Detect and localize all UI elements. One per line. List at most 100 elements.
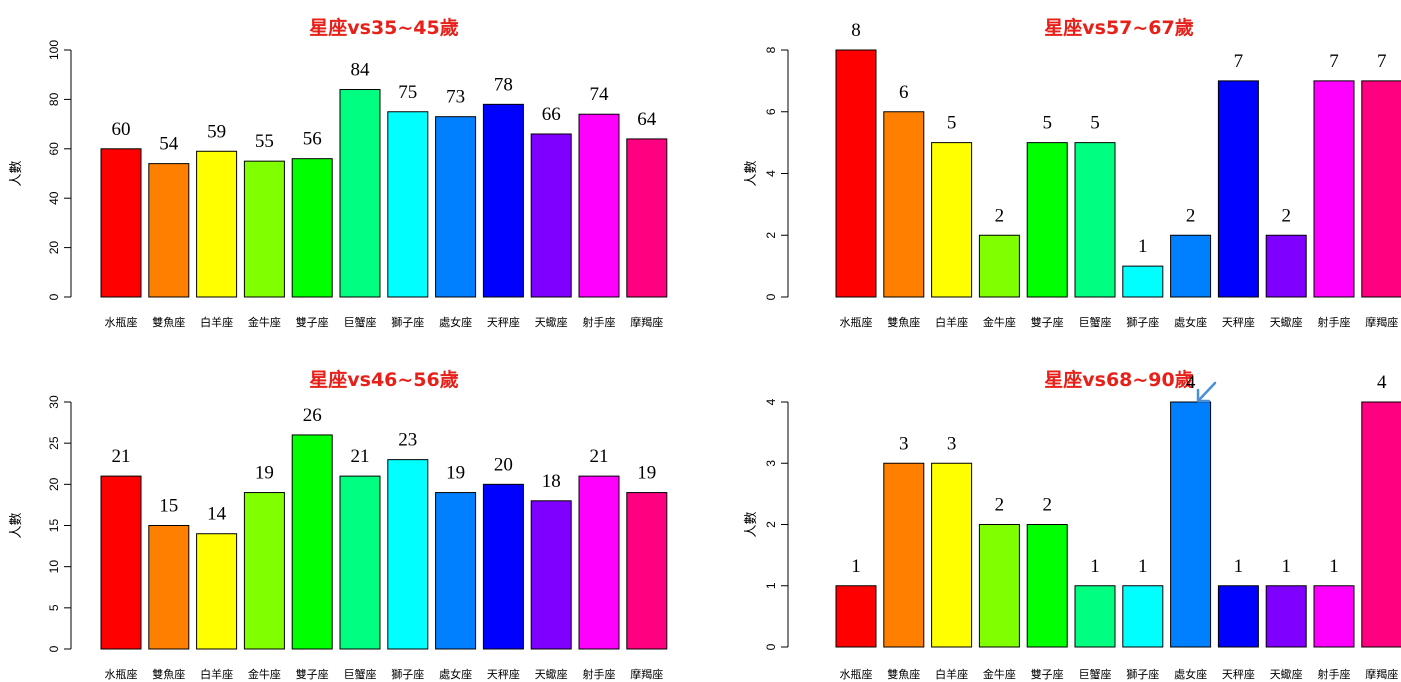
y-tick-label: 80 xyxy=(47,92,61,106)
bar-value-label: 75 xyxy=(398,82,417,103)
bar-value-label: 18 xyxy=(542,471,561,492)
y-tick-label: 0 xyxy=(47,645,61,652)
x-tick-label: 水瓶座 xyxy=(105,667,138,681)
bar-value-label: 1 xyxy=(1138,556,1148,577)
bar-天蠍座 xyxy=(1265,585,1307,648)
y-tick-label: 6 xyxy=(764,108,778,115)
y-tick-label: 4 xyxy=(764,170,778,177)
x-tick-label: 雙子座 xyxy=(1031,667,1064,681)
bar-巨蟹座 xyxy=(1074,585,1116,648)
x-tick-label: 獅子座 xyxy=(1126,315,1159,329)
bar-雙子座 xyxy=(1026,524,1068,648)
bar-水瓶座 xyxy=(100,475,142,650)
bar-value-label: 3 xyxy=(947,433,957,454)
bar-天秤座 xyxy=(482,483,524,650)
bar-雙魚座 xyxy=(148,163,190,298)
x-tick-label: 天蠍座 xyxy=(535,315,568,329)
bar-value-label: 73 xyxy=(446,87,465,108)
bar-金牛座 xyxy=(978,524,1020,648)
x-tick-label: 天秤座 xyxy=(487,315,520,329)
x-tick-label: 雙魚座 xyxy=(887,315,920,329)
bar-value-label: 14 xyxy=(207,504,227,525)
bar-value-label: 26 xyxy=(303,405,322,426)
bar-value-label: 66 xyxy=(542,104,561,125)
x-tick-label: 雙魚座 xyxy=(152,667,185,681)
bar-射手座 xyxy=(1313,80,1355,298)
x-tick-label: 天秤座 xyxy=(1222,315,1255,329)
bar-獅子座 xyxy=(387,111,429,298)
chart-title: 星座vs46~56歲 xyxy=(309,368,459,391)
x-tick-label: 摩羯座 xyxy=(630,667,663,681)
cursor-arrow-icon xyxy=(1196,381,1217,403)
y-tick-label: 2 xyxy=(764,232,778,239)
x-tick-label: 白羊座 xyxy=(200,315,233,329)
x-tick-label: 巨蟹座 xyxy=(1079,315,1112,329)
bar-value-label: 7 xyxy=(1234,51,1244,72)
bar-摩羯座 xyxy=(626,492,668,650)
bar-value-label: 7 xyxy=(1377,51,1387,72)
x-tick-label: 獅子座 xyxy=(1126,667,1159,681)
bar-value-label: 1 xyxy=(1281,556,1291,577)
bar-value-label: 21 xyxy=(590,446,609,467)
x-tick-label: 天蠍座 xyxy=(1270,667,1303,681)
y-tick-label: 4 xyxy=(764,398,778,405)
x-tick-label: 金牛座 xyxy=(983,315,1016,329)
x-tick-label: 白羊座 xyxy=(200,667,233,681)
bar-白羊座 xyxy=(931,142,973,298)
x-tick-label: 巨蟹座 xyxy=(344,667,377,681)
bar-value-label: 21 xyxy=(112,446,131,467)
y-tick-label: 3 xyxy=(764,460,778,467)
bar-value-label: 84 xyxy=(351,60,371,81)
x-tick-label: 雙魚座 xyxy=(887,667,920,681)
bar-value-label: 5 xyxy=(947,113,957,134)
x-tick-label: 金牛座 xyxy=(248,667,281,681)
y-axis-label: 人數 xyxy=(9,160,24,186)
chart-title: 星座vs35~45歲 xyxy=(309,16,459,39)
bar-value-label: 4 xyxy=(1377,372,1387,393)
bar-白羊座 xyxy=(931,462,973,648)
bar-value-label: 2 xyxy=(995,205,1005,226)
x-tick-label: 射手座 xyxy=(583,315,616,329)
x-tick-label: 金牛座 xyxy=(983,667,1016,681)
bar-雙魚座 xyxy=(883,462,925,648)
bar-獅子座 xyxy=(1122,585,1164,648)
y-tick-label: 25 xyxy=(47,436,61,450)
x-tick-label: 雙子座 xyxy=(296,667,329,681)
bar-水瓶座 xyxy=(100,148,142,298)
bar-value-label: 3 xyxy=(899,433,909,454)
x-tick-label: 天秤座 xyxy=(1222,667,1255,681)
bar-value-label: 64 xyxy=(637,109,657,130)
y-tick-label: 40 xyxy=(47,191,61,205)
bar-value-label: 1 xyxy=(1090,556,1100,577)
bar-巨蟹座 xyxy=(339,89,381,298)
bar-天蠍座 xyxy=(530,133,572,298)
bar-巨蟹座 xyxy=(1074,142,1116,298)
bar-value-label: 56 xyxy=(303,129,322,150)
x-tick-label: 處女座 xyxy=(1174,315,1207,329)
x-tick-label: 射手座 xyxy=(1318,667,1351,681)
bar-value-label: 1 xyxy=(1138,236,1148,257)
bar-天秤座 xyxy=(1217,80,1259,298)
bar-value-label: 19 xyxy=(446,463,465,484)
x-tick-label: 天秤座 xyxy=(487,667,520,681)
bar-value-label: 5 xyxy=(1042,113,1052,134)
x-tick-label: 摩羯座 xyxy=(630,315,663,329)
bar-射手座 xyxy=(1313,585,1355,648)
bar-value-label: 55 xyxy=(255,131,274,152)
bar-value-label: 23 xyxy=(398,430,417,451)
bar-處女座 xyxy=(1170,234,1212,298)
y-tick-label: 100 xyxy=(47,40,61,60)
x-tick-label: 水瓶座 xyxy=(105,315,138,329)
bar-value-label: 8 xyxy=(851,20,861,41)
bar-value-label: 2 xyxy=(1042,495,1052,516)
bar-value-label: 2 xyxy=(995,495,1005,516)
y-axis-label: 人數 xyxy=(744,511,759,537)
y-tick-label: 2 xyxy=(764,521,778,528)
y-axis-label: 人數 xyxy=(744,160,759,186)
bar-value-label: 15 xyxy=(159,496,178,517)
x-tick-label: 摩羯座 xyxy=(1365,667,1398,681)
y-tick-label: 20 xyxy=(47,477,61,491)
